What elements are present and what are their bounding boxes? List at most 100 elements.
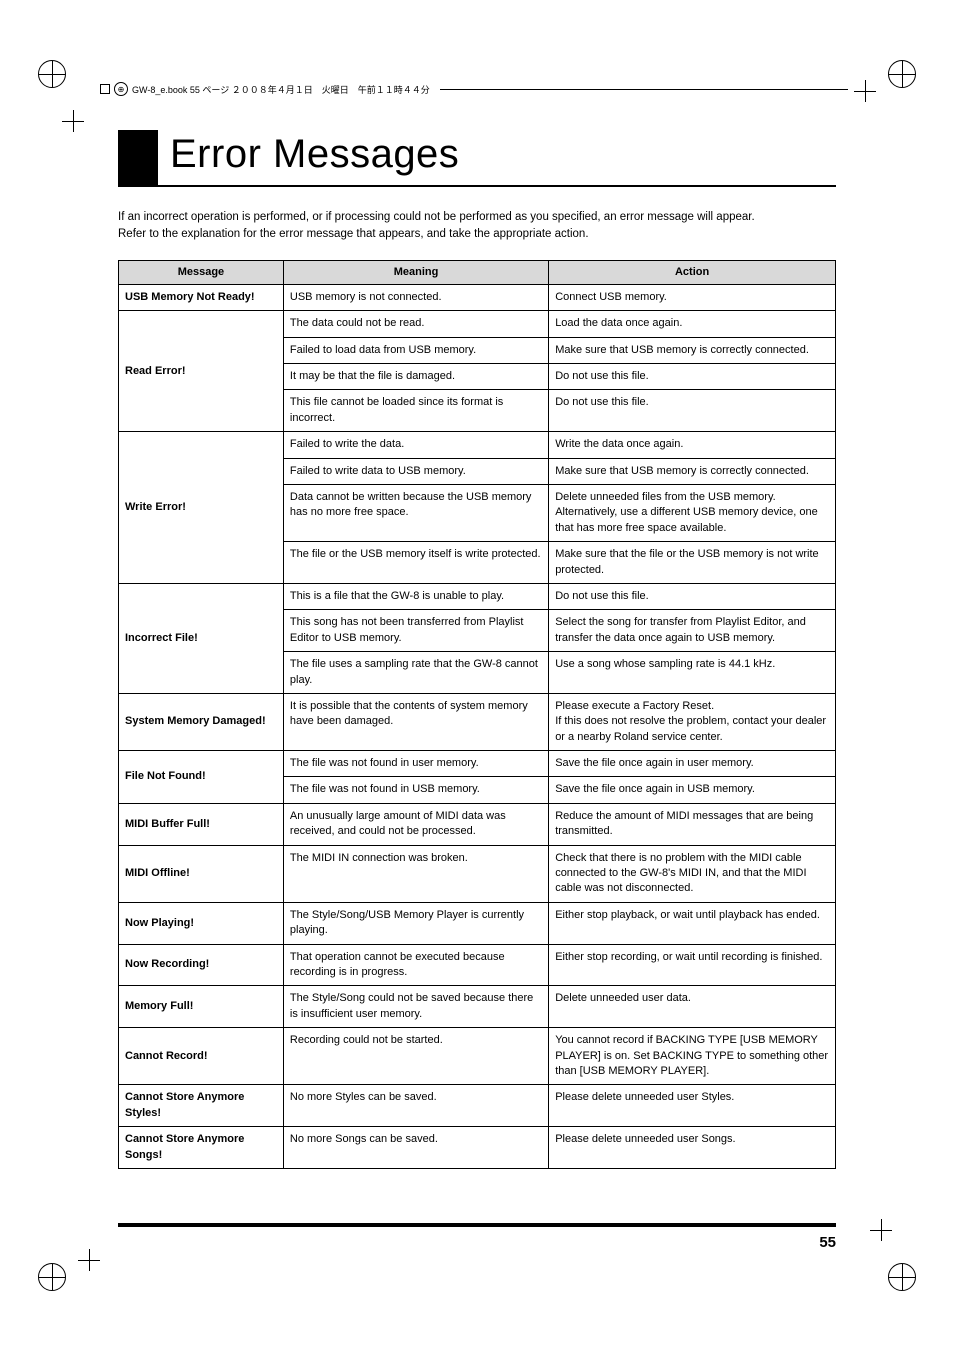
page-title: Error Messages (170, 130, 459, 185)
meaning-cell: That operation cannot be executed becaus… (283, 944, 548, 986)
meaning-cell: This is a file that the GW-8 is unable t… (283, 583, 548, 609)
action-cell: Connect USB memory. (549, 284, 836, 310)
action-cell: Delete unneeded files from the USB memor… (549, 485, 836, 542)
table-header-row: Message Meaning Action (119, 260, 836, 284)
meaning-cell: It is possible that the contents of syst… (283, 693, 548, 750)
action-cell: Load the data once again. (549, 311, 836, 337)
action-cell: Make sure that USB memory is correctly c… (549, 337, 836, 363)
message-cell: Cannot Record! (119, 1028, 284, 1085)
intro-line: If an incorrect operation is performed, … (118, 209, 836, 226)
intro-text: If an incorrect operation is performed, … (118, 209, 836, 244)
meaning-cell: The file was not found in user memory. (283, 751, 548, 777)
message-cell: Cannot Store Anymore Songs! (119, 1127, 284, 1169)
registration-mark-icon (38, 60, 66, 88)
message-cell: Write Error! (119, 432, 284, 584)
page-content: Error Messages If an incorrect operation… (118, 130, 836, 1251)
crop-mark-icon (62, 110, 84, 132)
action-cell: Save the file once again in user memory. (549, 751, 836, 777)
table-row: Cannot Store Anymore Songs! No more Song… (119, 1127, 836, 1169)
header-text: GW-8_e.book 55 ページ ２００８年４月１日 火曜日 午前１１時４４… (132, 83, 430, 96)
meaning-cell: This file cannot be loaded since its for… (283, 390, 548, 432)
message-cell: Now Playing! (119, 902, 284, 944)
table-row: Now Playing! The Style/Song/USB Memory P… (119, 902, 836, 944)
col-action: Action (549, 260, 836, 284)
registration-mark-icon (888, 60, 916, 88)
meaning-cell: Recording could not be started. (283, 1028, 548, 1085)
message-cell: MIDI Offline! (119, 845, 284, 902)
meaning-cell: The Style/Song/USB Memory Player is curr… (283, 902, 548, 944)
table-row: File Not Found! The file was not found i… (119, 751, 836, 777)
action-cell: Either stop recording, or wait until rec… (549, 944, 836, 986)
meaning-cell: No more Songs can be saved. (283, 1127, 548, 1169)
message-cell: File Not Found! (119, 751, 284, 804)
meaning-cell: Failed to load data from USB memory. (283, 337, 548, 363)
meaning-cell: The file or the USB memory itself is wri… (283, 542, 548, 584)
title-block-icon (118, 130, 158, 185)
action-cell: Please delete unneeded user Styles. (549, 1085, 836, 1127)
col-message: Message (119, 260, 284, 284)
action-cell: You cannot record if BACKING TYPE [USB M… (549, 1028, 836, 1085)
table-row: Cannot Store Anymore Styles! No more Sty… (119, 1085, 836, 1127)
meaning-cell: Data cannot be written because the USB m… (283, 485, 548, 542)
meaning-cell: The data could not be read. (283, 311, 548, 337)
crop-mark-icon (870, 1219, 892, 1241)
page-number: 55 (819, 1234, 836, 1251)
meaning-cell: Failed to write data to USB memory. (283, 458, 548, 484)
error-messages-table: Message Meaning Action USB Memory Not Re… (118, 260, 836, 1169)
table-row: Now Recording! That operation cannot be … (119, 944, 836, 986)
action-cell: Make sure that USB memory is correctly c… (549, 458, 836, 484)
page-icon (100, 84, 110, 94)
registration-mark-icon (888, 1263, 916, 1291)
message-cell: USB Memory Not Ready! (119, 284, 284, 310)
registration-mark-icon (38, 1263, 66, 1291)
meaning-cell: This song has not been transferred from … (283, 610, 548, 652)
table-row: Read Error! The data could not be read. … (119, 311, 836, 337)
message-cell: Cannot Store Anymore Styles! (119, 1085, 284, 1127)
col-meaning: Meaning (283, 260, 548, 284)
message-cell: System Memory Damaged! (119, 693, 284, 750)
action-cell: Reduce the amount of MIDI messages that … (549, 803, 836, 845)
action-cell: Save the file once again in USB memory. (549, 777, 836, 803)
meaning-cell: No more Styles can be saved. (283, 1085, 548, 1127)
table-row: System Memory Damaged! It is possible th… (119, 693, 836, 750)
message-cell: MIDI Buffer Full! (119, 803, 284, 845)
meaning-cell: USB memory is not connected. (283, 284, 548, 310)
meaning-cell: The file uses a sampling rate that the G… (283, 652, 548, 694)
action-cell: Please execute a Factory Reset. If this … (549, 693, 836, 750)
message-cell: Now Recording! (119, 944, 284, 986)
action-cell: Write the data once again. (549, 432, 836, 458)
action-cell: Either stop playback, or wait until play… (549, 902, 836, 944)
meaning-cell: The file was not found in USB memory. (283, 777, 548, 803)
action-cell: Please delete unneeded user Songs. (549, 1127, 836, 1169)
table-row: Cannot Record! Recording could not be st… (119, 1028, 836, 1085)
footer-rule (118, 1223, 836, 1227)
action-cell: Check that there is no problem with the … (549, 845, 836, 902)
spread-icon: ⊕ (114, 82, 128, 96)
table-row: Write Error! Failed to write the data. W… (119, 432, 836, 458)
message-cell: Read Error! (119, 311, 284, 432)
crop-mark-icon (78, 1249, 100, 1271)
meaning-cell: The MIDI IN connection was broken. (283, 845, 548, 902)
action-cell: Do not use this file. (549, 364, 836, 390)
table-row: Memory Full! The Style/Song could not be… (119, 986, 836, 1028)
meaning-cell: An unusually large amount of MIDI data w… (283, 803, 548, 845)
print-header: ⊕ GW-8_e.book 55 ページ ２００８年４月１日 火曜日 午前１１時… (100, 82, 854, 96)
action-cell: Use a song whose sampling rate is 44.1 k… (549, 652, 836, 694)
table-row: MIDI Offline! The MIDI IN connection was… (119, 845, 836, 902)
action-cell: Delete unneeded user data. (549, 986, 836, 1028)
meaning-cell: Failed to write the data. (283, 432, 548, 458)
action-cell: Do not use this file. (549, 583, 836, 609)
message-cell: Incorrect File! (119, 583, 284, 693)
table-row: USB Memory Not Ready! USB memory is not … (119, 284, 836, 310)
table-row: MIDI Buffer Full! An unusually large amo… (119, 803, 836, 845)
page-title-bar: Error Messages (118, 130, 836, 187)
action-cell: Make sure that the file or the USB memor… (549, 542, 836, 584)
action-cell: Select the song for transfer from Playli… (549, 610, 836, 652)
table-row: Incorrect File! This is a file that the … (119, 583, 836, 609)
meaning-cell: The Style/Song could not be saved becaus… (283, 986, 548, 1028)
meaning-cell: It may be that the file is damaged. (283, 364, 548, 390)
crop-mark-icon (854, 80, 876, 102)
action-cell: Do not use this file. (549, 390, 836, 432)
message-cell: Memory Full! (119, 986, 284, 1028)
header-rule (440, 89, 848, 90)
